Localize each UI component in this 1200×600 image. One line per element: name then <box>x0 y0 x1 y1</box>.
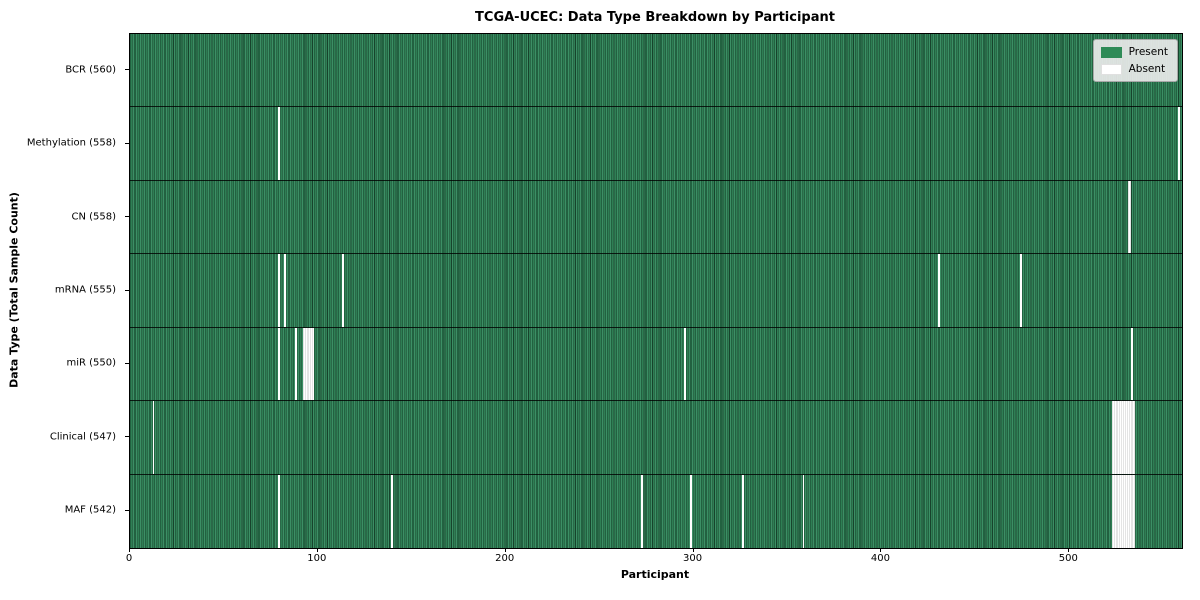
x-tick-label: 300 <box>683 553 703 564</box>
y-tick-mark <box>125 289 129 291</box>
absent-stripe <box>1112 474 1136 548</box>
absent-stripe <box>1020 254 1023 327</box>
x-tick-mark <box>504 548 506 552</box>
legend-absent-label: Absent <box>1128 63 1166 75</box>
y-tick-mark <box>125 142 129 144</box>
plot-area: Present Absent <box>129 33 1183 549</box>
y-tick-mark <box>125 509 129 511</box>
y-tick-label-Clinical: Clinical (547) <box>49 431 116 443</box>
y-tick-label-MAF: MAF (542) <box>64 504 116 516</box>
heatmap-row-MAF <box>130 474 1182 548</box>
absent-stripe <box>1112 401 1136 474</box>
heatmap-row-mRNA <box>130 254 1182 328</box>
y-tick-label-Methylation: Methylation (558) <box>26 137 116 149</box>
y-tick-label-BCR: BCR (560) <box>65 64 116 76</box>
y-tick-mark <box>125 436 129 438</box>
heatmap-row-miR <box>130 327 1182 402</box>
absent-stripe <box>684 327 687 401</box>
x-tick-label: 400 <box>870 553 890 564</box>
absent-stripe <box>1127 180 1132 254</box>
absent-stripe <box>284 254 286 327</box>
heatmap-row-Clinical <box>130 401 1182 475</box>
x-tick-label: 0 <box>125 553 133 564</box>
legend-present-label: Present <box>1128 46 1168 58</box>
y-tick-mark <box>125 362 129 364</box>
absent-stripe <box>1131 327 1134 401</box>
chart-title: TCGA-UCEC: Data Type Breakdown by Partic… <box>475 10 835 25</box>
absent-stripe <box>689 474 692 548</box>
absent-stripe <box>302 327 315 401</box>
legend: Present Absent <box>1092 39 1178 82</box>
absent-stripe <box>342 254 345 327</box>
y-tick-label-miR: miR (550) <box>66 357 116 369</box>
present-swatch-icon <box>1100 46 1122 58</box>
legend-item-absent: Absent <box>1100 63 1168 75</box>
absent-stripe <box>295 327 298 401</box>
y-tick-label-mRNA: mRNA (555) <box>54 284 116 296</box>
absent-stripe <box>278 254 281 327</box>
absent-stripe <box>640 474 643 548</box>
heatmap-row-Methylation <box>130 107 1182 181</box>
absent-stripe <box>152 401 155 474</box>
heatmap-row-CN <box>130 180 1182 255</box>
absent-swatch-icon <box>1100 63 1122 75</box>
absent-stripe <box>802 474 805 548</box>
x-tick-label: 200 <box>495 553 515 564</box>
x-tick-mark <box>129 548 130 552</box>
absent-stripe <box>391 474 393 548</box>
y-axis-label: Data Type (Total Sample Count) <box>7 192 21 388</box>
x-tick-mark <box>316 548 318 552</box>
absent-stripe <box>278 327 281 401</box>
y-tick-label-CN: CN (558) <box>71 211 116 223</box>
absent-stripe <box>742 474 745 548</box>
x-tick-mark <box>692 548 694 552</box>
heatmap-row-BCR <box>130 34 1182 108</box>
y-tick-mark <box>125 69 129 71</box>
absent-stripe <box>278 474 281 548</box>
x-tick-label: 500 <box>1058 553 1078 564</box>
x-tick-mark <box>1068 548 1070 552</box>
absent-stripe <box>937 254 940 327</box>
y-tick-mark <box>125 216 129 218</box>
absent-stripe <box>278 107 281 180</box>
x-tick-mark <box>880 548 882 552</box>
x-axis-label: Participant <box>620 568 690 581</box>
x-tick-label: 100 <box>307 553 327 564</box>
legend-item-present: Present <box>1100 46 1168 58</box>
absent-stripe <box>1178 107 1181 180</box>
